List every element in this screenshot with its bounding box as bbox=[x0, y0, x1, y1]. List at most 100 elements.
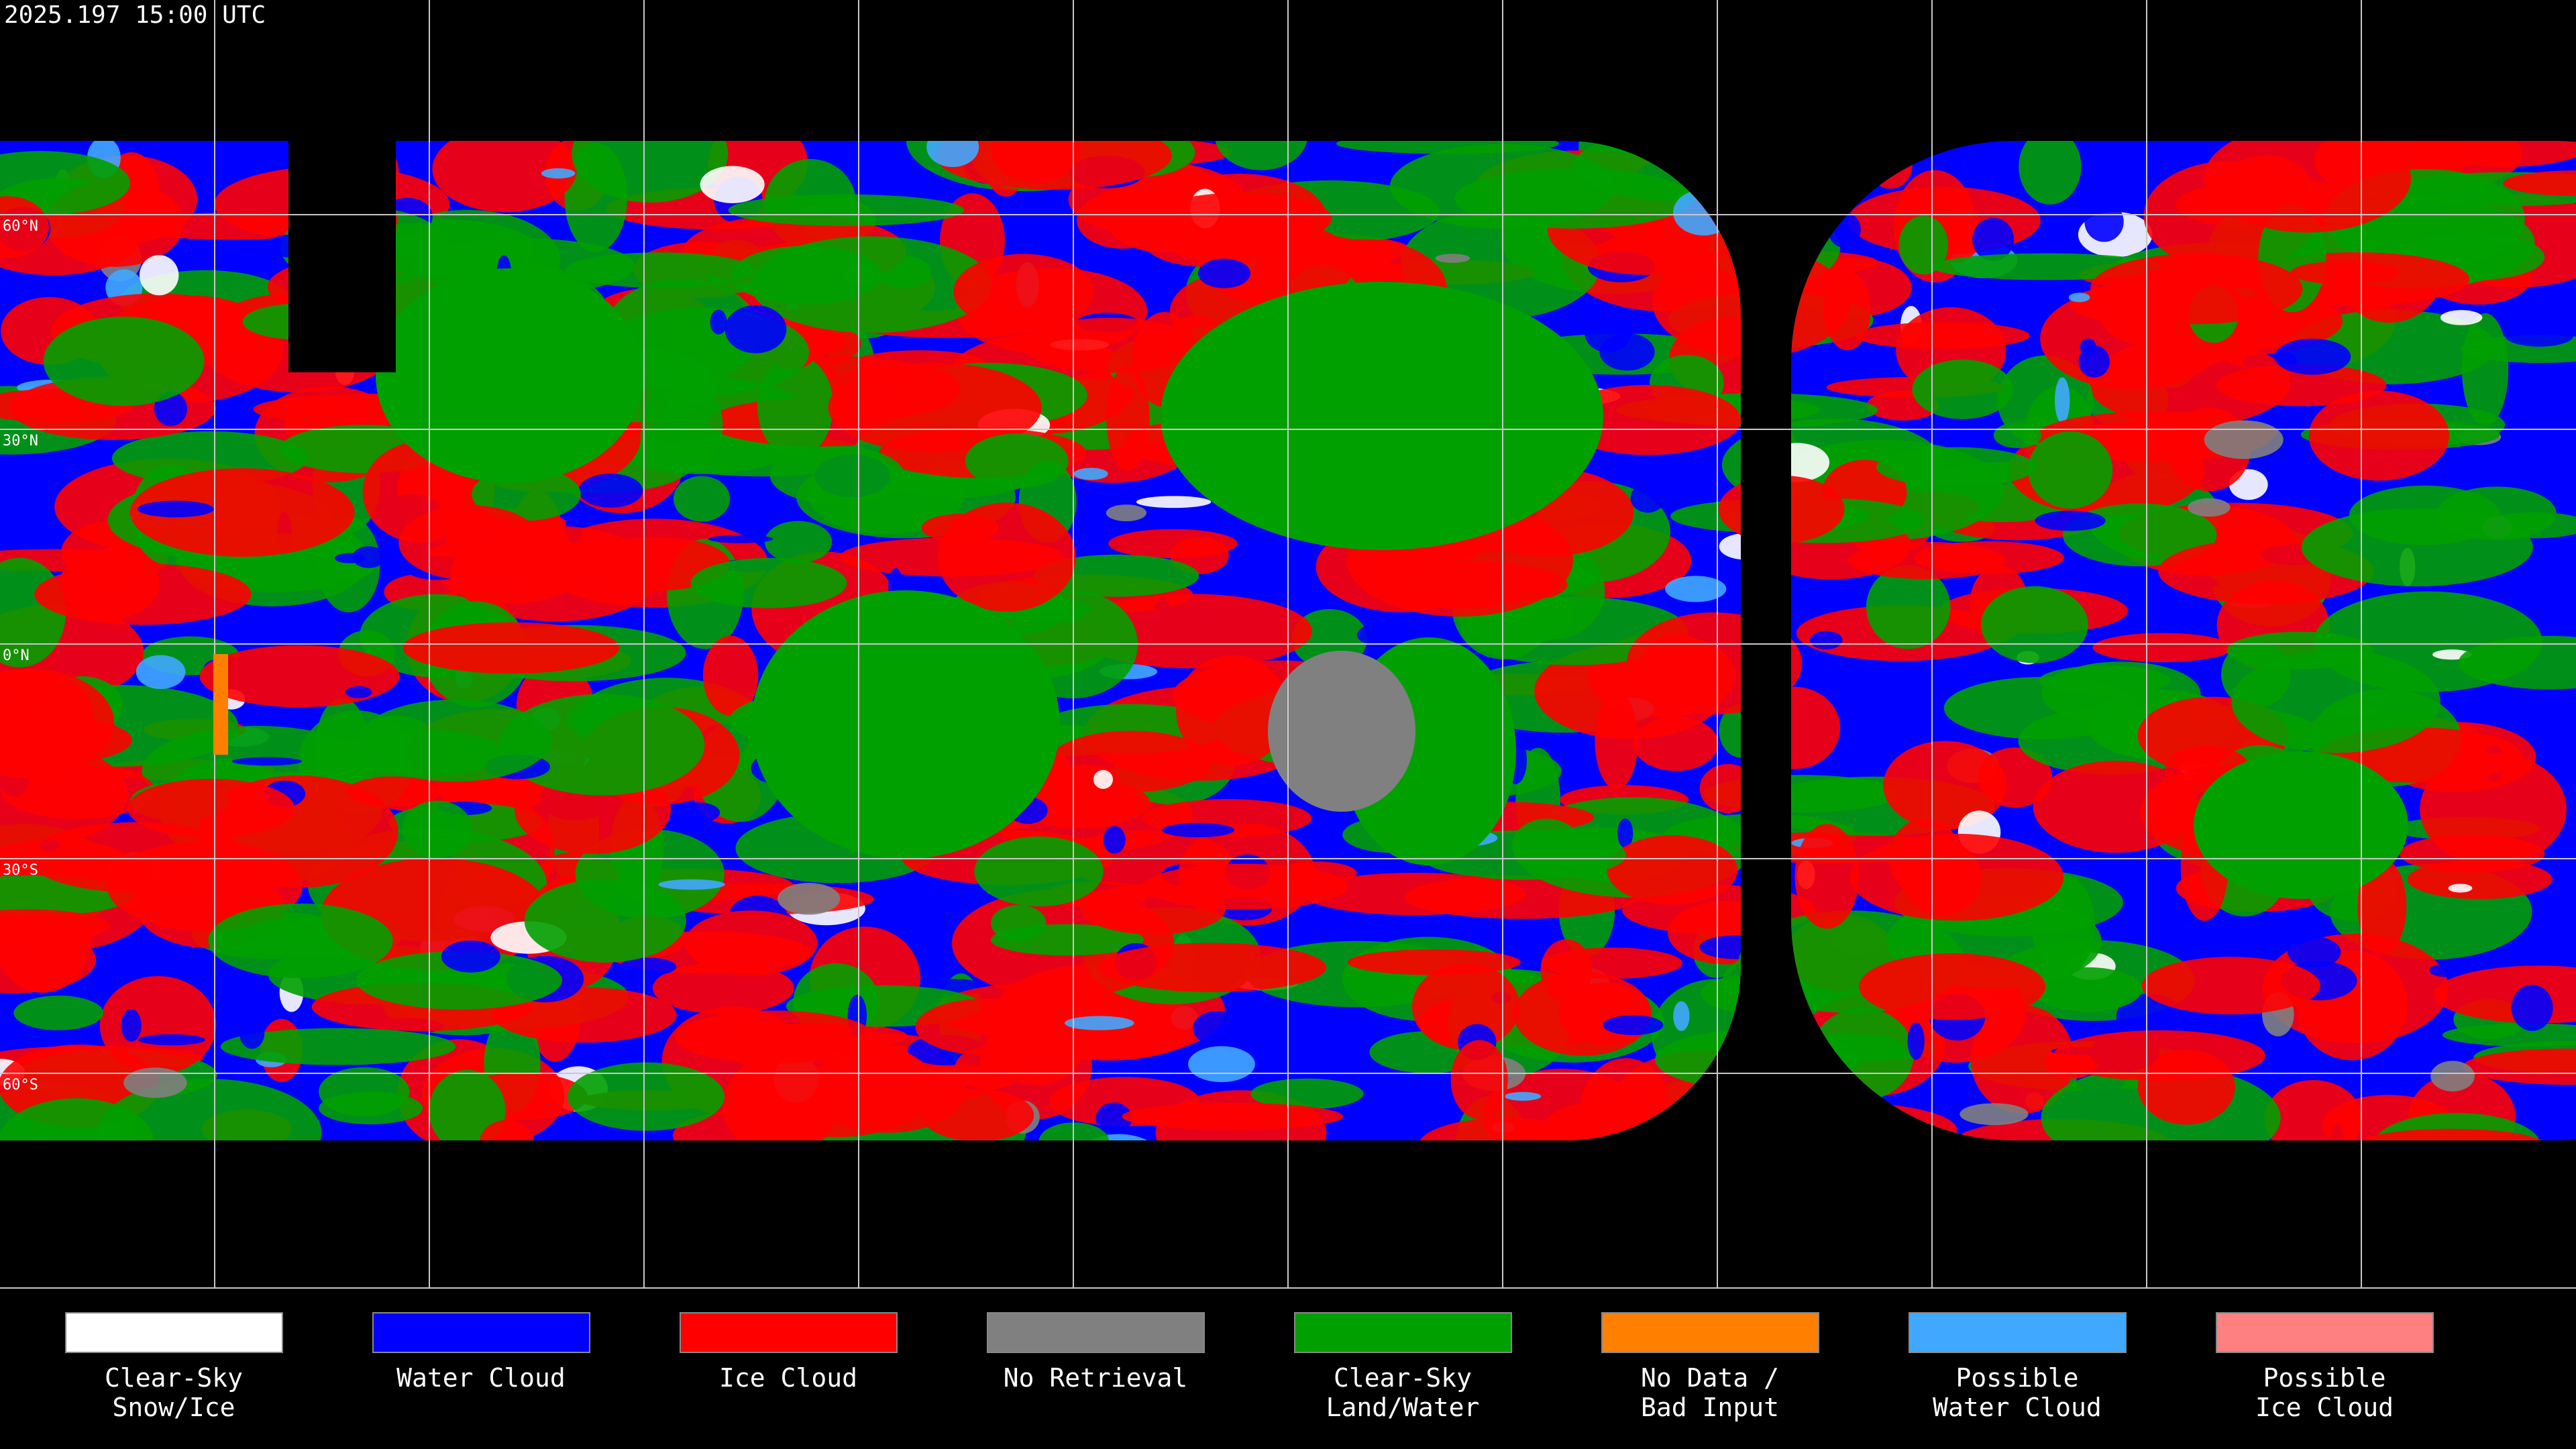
cloud-patch bbox=[2511, 984, 2553, 1031]
cloud-patch bbox=[1960, 1103, 2029, 1126]
cloud-patch bbox=[1607, 835, 1738, 905]
cloud-patch bbox=[1943, 677, 2139, 739]
cloud-patch bbox=[2035, 511, 2106, 531]
cloud-patch bbox=[965, 433, 1069, 488]
cloud-patch bbox=[2188, 498, 2231, 517]
cloud-patch bbox=[1970, 1005, 2074, 1114]
bad-input-strip bbox=[213, 654, 228, 755]
cloud-patch bbox=[565, 252, 754, 288]
cloud-patch bbox=[641, 376, 723, 474]
cloud-patch bbox=[1883, 741, 2007, 830]
cloud-patch bbox=[1142, 863, 1348, 910]
cloud-patch bbox=[2216, 364, 2387, 407]
cloud-patch bbox=[2440, 310, 2483, 325]
cloud-patch bbox=[926, 141, 979, 168]
legend-label: Clear-Sky bbox=[105, 1363, 243, 1393]
cloud-patch bbox=[1603, 1015, 1664, 1036]
land-clear bbox=[376, 268, 644, 483]
legend-swatch bbox=[2216, 1312, 2434, 1353]
cloud-patch bbox=[1193, 1010, 1242, 1046]
cloud-patch bbox=[873, 174, 903, 187]
cloud-patch bbox=[1859, 953, 2046, 1020]
cloud-patch bbox=[572, 141, 729, 203]
cloud-patch bbox=[2084, 201, 2124, 242]
cloud-patch bbox=[2370, 1062, 2395, 1075]
cloud-patch bbox=[127, 778, 295, 838]
cloud-patch bbox=[2028, 431, 2113, 509]
cloud-patch bbox=[352, 546, 386, 568]
lat-label: 60°N bbox=[3, 218, 38, 235]
cloud-patch bbox=[2458, 635, 2576, 690]
cloud-patches bbox=[0, 141, 2576, 1140]
cloud-patch bbox=[1633, 716, 1719, 771]
cloud-patch bbox=[1303, 873, 1526, 916]
cloud-patch bbox=[2264, 1080, 2363, 1140]
cloud-patch bbox=[2080, 338, 2096, 356]
cloud-patch bbox=[1980, 586, 2088, 663]
cloud-patch bbox=[1847, 541, 2006, 580]
cloud-patch bbox=[1511, 818, 1581, 873]
cloud-patch bbox=[1411, 963, 1520, 1051]
legend-label: Ice Cloud bbox=[719, 1363, 857, 1393]
cloud-patch bbox=[974, 836, 1104, 907]
cloud-patch bbox=[1097, 943, 1327, 992]
cloud-patch bbox=[0, 668, 115, 779]
cloud-patch bbox=[953, 254, 1094, 330]
cloud-patch bbox=[1357, 626, 1383, 644]
lat-label: 60°S bbox=[3, 1077, 38, 1093]
cloud-patch bbox=[728, 194, 964, 226]
cloud-patch bbox=[934, 141, 1172, 190]
cloud-patch bbox=[955, 1046, 1023, 1090]
cloud-patch bbox=[27, 822, 248, 893]
cloud-patch bbox=[658, 879, 725, 890]
legend-label: No Retrieval bbox=[1004, 1363, 1188, 1393]
cloud-patch bbox=[1876, 447, 2036, 487]
cloud-patch bbox=[479, 1120, 535, 1140]
cloud-patch bbox=[1855, 322, 2030, 350]
cloud-patch bbox=[2463, 1049, 2576, 1085]
cloud-patch bbox=[1162, 822, 1235, 838]
missing-block bbox=[288, 141, 396, 372]
cloud-patch bbox=[239, 1017, 265, 1049]
cloud-patch bbox=[2543, 1114, 2576, 1140]
cloud-patch bbox=[777, 883, 841, 915]
cloud-patch bbox=[1504, 1091, 1542, 1101]
cloud-patch bbox=[432, 141, 577, 213]
cloud-patch bbox=[578, 473, 643, 508]
lat-labels: 60°N 30°N 0°N 30°S 60°S bbox=[3, 218, 38, 1093]
cloud-patch bbox=[2068, 292, 2090, 303]
cloud-patch bbox=[2437, 486, 2557, 541]
cloud-patch bbox=[2448, 883, 2473, 893]
cloud-patch bbox=[1641, 633, 1711, 698]
cloud-patch bbox=[921, 1089, 1034, 1140]
legend-swatch bbox=[372, 1312, 590, 1353]
legend-label: Water Cloud bbox=[396, 1363, 566, 1393]
cloud-patch bbox=[769, 446, 904, 504]
lat-label: 30°S bbox=[3, 862, 38, 879]
legend-label: Snow/Ice bbox=[112, 1393, 235, 1422]
cloud-patch bbox=[2442, 1023, 2576, 1047]
cloud-patch bbox=[2410, 141, 2576, 167]
cloud-patch bbox=[1148, 193, 1332, 245]
cloud-patch bbox=[208, 903, 393, 979]
cloud-patch bbox=[2204, 420, 2284, 460]
cloud-patch bbox=[2288, 936, 2341, 968]
cloud-patch bbox=[1541, 947, 1682, 979]
cloud-patch bbox=[2373, 1112, 2541, 1140]
cloud-patch bbox=[1093, 769, 1114, 790]
cloud-patch bbox=[700, 166, 765, 203]
cloud-patch bbox=[1197, 258, 1250, 288]
legend-swatch bbox=[1909, 1312, 2127, 1353]
cloud-patch bbox=[2505, 325, 2573, 347]
cloud-patch bbox=[0, 909, 109, 943]
cloud-patch bbox=[764, 521, 833, 564]
cloud-patch bbox=[937, 502, 1076, 612]
cloud-patch bbox=[710, 309, 727, 335]
cloud-patch bbox=[1866, 565, 1951, 649]
cloud-patch bbox=[2503, 170, 2576, 197]
cloud-patch bbox=[123, 1067, 187, 1098]
cloud-patch bbox=[619, 957, 677, 976]
cloud-patch bbox=[1912, 359, 2013, 419]
